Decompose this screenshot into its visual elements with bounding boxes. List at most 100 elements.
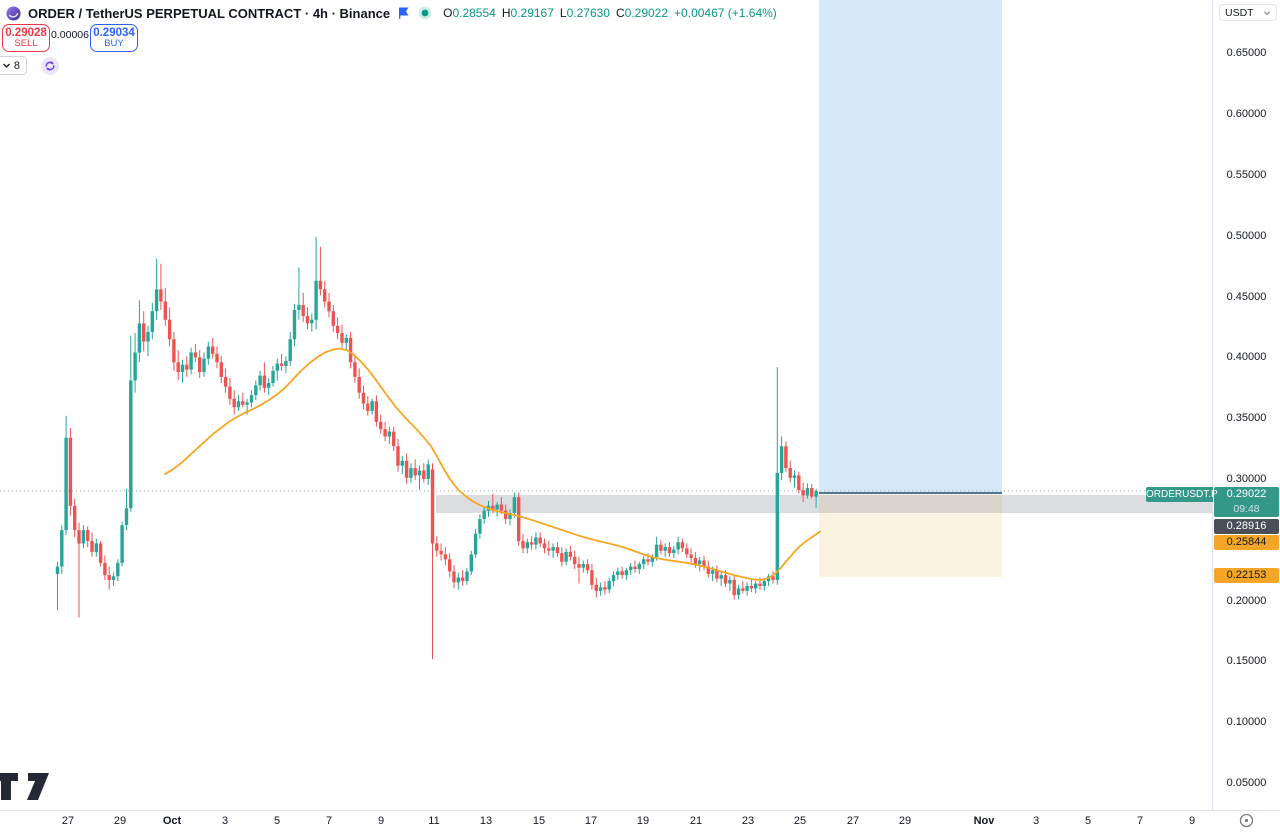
- scroll-to-realtime-icon[interactable]: [1238, 812, 1255, 829]
- spread-value: 0.00006: [51, 29, 89, 41]
- price-tick: 0.45000: [1226, 291, 1267, 303]
- chevron-down-icon: [2, 63, 10, 68]
- candle-body: [504, 510, 508, 520]
- candle-body: [603, 587, 607, 590]
- candlestick-chart[interactable]: [0, 0, 1212, 810]
- candle-body: [525, 542, 529, 549]
- candle-body: [723, 575, 728, 584]
- candle-body: [749, 586, 754, 589]
- candle-body: [607, 581, 611, 590]
- candle-body: [590, 570, 594, 585]
- candle-body: [797, 475, 801, 490]
- candle-body: [585, 564, 590, 571]
- currency-selector[interactable]: USDT: [1219, 4, 1277, 21]
- stop-level-label: 0.22153: [1214, 568, 1279, 583]
- candle-body: [417, 470, 422, 476]
- time-tick: 11: [428, 815, 440, 827]
- time-tick-month: Nov: [973, 815, 995, 827]
- sell-label: SELL: [14, 38, 38, 50]
- currency-label: USDT: [1225, 6, 1254, 19]
- ma-line[interactable]: [164, 347, 821, 581]
- candle-body: [745, 586, 749, 591]
- candle-body: [361, 392, 366, 404]
- candle-body: [715, 570, 719, 579]
- symbol-price-tag: ORDERUSDT.P: [1146, 487, 1218, 502]
- candle-body: [698, 560, 702, 565]
- buy-button[interactable]: 0.29034 BUY: [90, 24, 138, 52]
- candle-body: [275, 363, 279, 371]
- candle-body: [98, 543, 103, 563]
- candle-body: [788, 468, 792, 478]
- price-tick: 0.40000: [1226, 351, 1267, 363]
- candle-body: [672, 549, 676, 554]
- flag-icon[interactable]: [397, 6, 411, 20]
- candle-body: [68, 437, 73, 506]
- tradingview-watermark-icon: [0, 773, 49, 800]
- candle-body: [439, 550, 443, 555]
- candle-body: [577, 564, 581, 568]
- candle-body: [775, 472, 779, 580]
- candle-body: [435, 543, 439, 551]
- candle-body: [211, 346, 215, 354]
- time-tick: 25: [793, 815, 807, 827]
- sync-refresh-button[interactable]: [41, 56, 59, 75]
- candle-body: [469, 554, 473, 572]
- stop-zone-rect[interactable]: [819, 494, 1002, 577]
- symbol-title[interactable]: ORDER / TetherUS PERPETUAL CONTRACT · 4h…: [28, 5, 391, 21]
- price-axis[interactable]: USDT 0.65000 0.60000 0.55000 0.50000 0.45000…: [1212, 0, 1280, 810]
- candle-body: [249, 395, 254, 403]
- price-tick: 0.10000: [1226, 716, 1267, 728]
- candle-body: [189, 352, 193, 370]
- price-tick: 0.55000: [1226, 169, 1267, 181]
- change-value: +0.00467 (+1.64%): [674, 6, 777, 20]
- candle-body: [301, 305, 305, 316]
- time-axis[interactable]: 27 29 Oct 3 5 7 9 11 13 15 17 19 21 23 25 27 29 Nov 3 5 7 9: [0, 810, 1280, 833]
- time-tick: 29: [113, 815, 127, 827]
- candle-body: [663, 547, 667, 551]
- trade-widget: 0.29028 SELL 0.00006 0.29034 BUY: [2, 24, 138, 52]
- candle-body: [279, 363, 284, 366]
- candle-body: [176, 362, 180, 372]
- candle-body: [81, 530, 86, 544]
- candle-body: [215, 353, 219, 363]
- candle-body: [706, 566, 710, 574]
- candle-body: [185, 364, 189, 370]
- candle-body: [478, 519, 482, 534]
- candle-body: [404, 460, 409, 478]
- candle-body: [659, 544, 663, 551]
- candle-body: [598, 587, 603, 591]
- candle-body: [805, 488, 810, 496]
- candle-body: [650, 556, 654, 562]
- candle-body: [801, 489, 805, 496]
- candle-body: [245, 402, 249, 405]
- time-tick: 15: [532, 815, 546, 827]
- candle-body: [228, 386, 232, 399]
- candle-body: [284, 361, 288, 366]
- label-price: 0.25844: [1226, 536, 1267, 548]
- candle-body: [154, 289, 159, 312]
- candle-body: [267, 382, 271, 388]
- time-tick: 19: [636, 815, 650, 827]
- candle-body: [736, 588, 741, 596]
- label-price: 0.22153: [1226, 569, 1267, 581]
- interval-dropdown[interactable]: 8: [0, 56, 27, 75]
- target-zone-rect[interactable]: [819, 0, 1002, 492]
- candle-body: [654, 544, 659, 557]
- candle-body: [771, 576, 775, 580]
- candle-body: [529, 542, 534, 545]
- candle-body: [86, 530, 90, 541]
- candle-body: [236, 401, 241, 408]
- candle-body: [310, 319, 314, 324]
- sell-price: 0.29028: [5, 26, 47, 39]
- candle-body: [754, 583, 758, 589]
- chevron-down-icon: [1263, 10, 1271, 15]
- candle-body: [163, 301, 167, 320]
- sell-button[interactable]: 0.29028 SELL: [2, 24, 50, 52]
- supply-band-rect[interactable]: [436, 495, 1212, 513]
- circular-arrows-icon: [45, 60, 55, 71]
- candle-body: [94, 543, 98, 552]
- candle-body: [297, 305, 301, 310]
- candle-body: [150, 311, 154, 332]
- candle-body: [353, 362, 357, 377]
- candle-body: [413, 468, 417, 476]
